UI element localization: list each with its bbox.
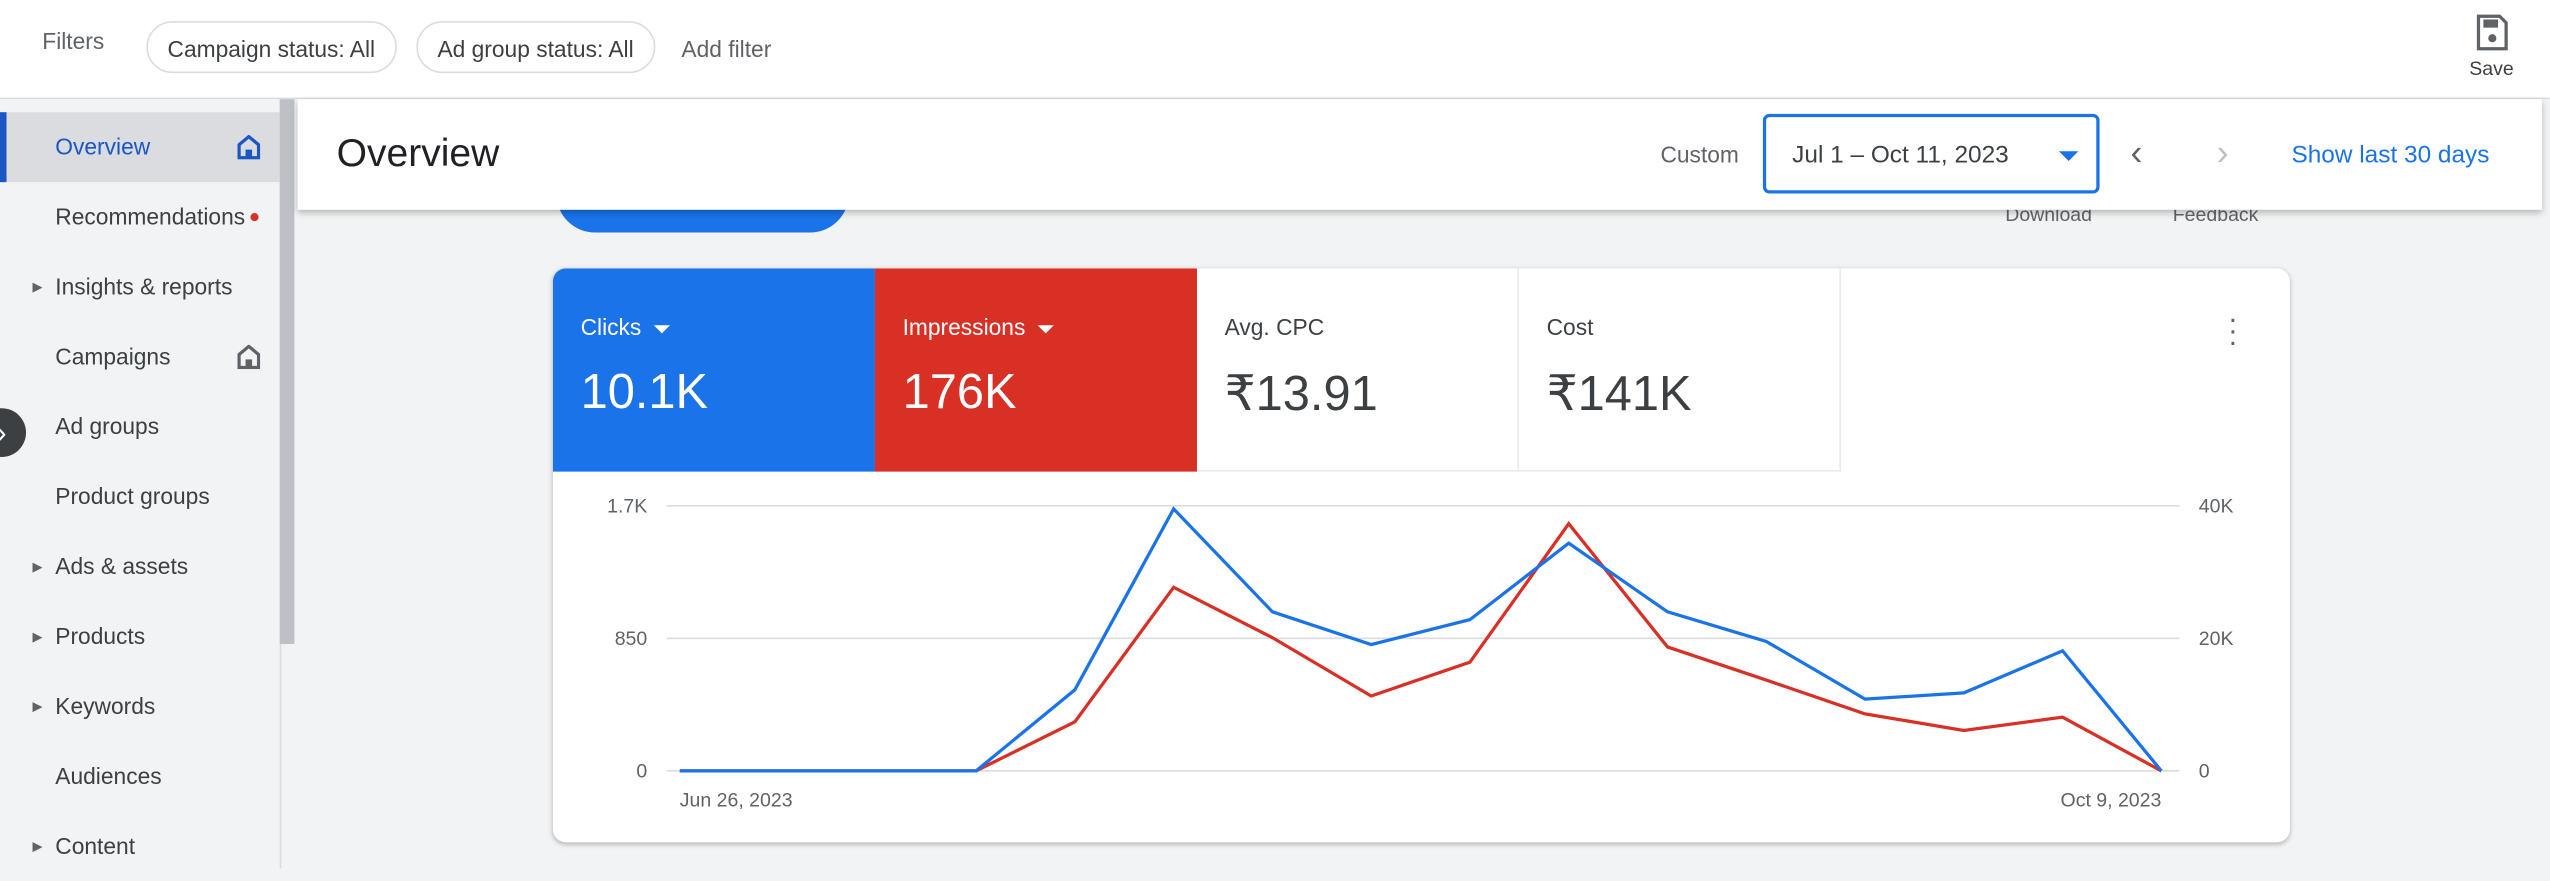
metric-value: ₹141K bbox=[1546, 367, 1692, 422]
sidebar-item-overview[interactable]: Overview bbox=[0, 112, 280, 183]
page-header: Overview Custom Jul 1 – Oct 11, 2023 ‹ ›… bbox=[297, 99, 2542, 210]
sidebar-item-campaigns[interactable]: Campaigns bbox=[0, 322, 280, 392]
metric-value: 10.1K bbox=[580, 365, 709, 420]
save-button[interactable]: Save bbox=[2456, 13, 2528, 80]
sidebar-nav: Overview Recommendations ▶ Insights & rep… bbox=[0, 99, 282, 869]
dropdown-arrow-icon bbox=[2058, 151, 2079, 162]
dropdown-arrow-icon bbox=[654, 324, 671, 334]
save-label: Save bbox=[2469, 56, 2514, 80]
sidebar-item-label: Product groups bbox=[55, 483, 210, 510]
sidebar-item-ad-groups[interactable]: Ad groups bbox=[0, 392, 280, 462]
previous-period-chevron-icon[interactable]: ‹ bbox=[2130, 131, 2143, 173]
performance-chart-card: Clicks 10.1K Impressions 176K Avg. CPC ₹13.… bbox=[552, 268, 2290, 843]
next-period-chevron-icon[interactable]: › bbox=[2216, 131, 2229, 173]
date-range-picker[interactable]: Jul 1 – Oct 11, 2023 bbox=[1762, 113, 2100, 194]
sidebar-item-product-groups[interactable]: Product groups bbox=[0, 462, 280, 532]
expand-caret-icon: ▶ bbox=[32, 279, 43, 295]
sidebar-item-label: Products bbox=[55, 622, 146, 649]
sidebar-item-keywords[interactable]: ▶ Keywords bbox=[0, 672, 280, 742]
sidebar-item-audiences[interactable]: Audiences bbox=[0, 742, 280, 812]
home-icon bbox=[237, 134, 261, 160]
metric-tile-clicks[interactable]: Clicks 10.1K bbox=[552, 268, 875, 472]
sidebar-item-insights-reports[interactable]: ▶ Insights & reports bbox=[0, 252, 280, 322]
sidebar-item-products[interactable]: ▶ Products bbox=[0, 602, 280, 672]
metric-tile-cost[interactable]: Cost ₹141K bbox=[1518, 268, 1841, 472]
metric-name: Impressions bbox=[902, 313, 1026, 340]
right-axis-tick-label: 40K bbox=[2199, 495, 2234, 517]
series-line-impressions bbox=[679, 520, 2163, 773]
sidebar-item-label: Ad groups bbox=[55, 413, 160, 440]
sidebar-item-label: Ads & assets bbox=[55, 552, 189, 579]
left-axis-tick-label: 1.7K bbox=[607, 495, 647, 517]
sidebar-item-ads-assets[interactable]: ▶ Ads & assets bbox=[0, 532, 280, 602]
home-icon bbox=[237, 344, 261, 370]
series-line-clicks bbox=[679, 506, 2163, 773]
sidebar-item-label: Insights & reports bbox=[55, 273, 233, 300]
metric-name: Avg. CPC bbox=[1224, 313, 1325, 340]
right-axis-tick-label: 20K bbox=[2199, 628, 2234, 650]
left-axis-tick-label: 0 bbox=[636, 760, 647, 782]
filter-bar: Filters Campaign status: All Ad group st… bbox=[0, 0, 2550, 100]
expand-caret-icon: ▶ bbox=[32, 559, 43, 575]
metric-name: Cost bbox=[1546, 313, 1594, 340]
add-filter-button[interactable]: Add filter bbox=[681, 35, 772, 62]
metric-name: Clicks bbox=[580, 313, 642, 340]
ad-group-status-filter-chip[interactable]: Ad group status: All bbox=[416, 21, 655, 74]
expand-caret-icon: ▶ bbox=[32, 839, 43, 854]
sidebar-item-content[interactable]: ▶ Content bbox=[0, 812, 280, 881]
filters-label: Filters bbox=[42, 27, 105, 54]
range-type-label: Custom bbox=[1660, 141, 1739, 168]
page-title: Overview bbox=[336, 131, 500, 176]
sidebar-item-recommendations[interactable]: Recommendations bbox=[0, 182, 280, 252]
left-axis-tick-label: 850 bbox=[615, 628, 648, 650]
sidebar-item-label: Audiences bbox=[55, 762, 162, 789]
date-range-value: Jul 1 – Oct 11, 2023 bbox=[1792, 141, 2009, 170]
sidebar-item-label: Overview bbox=[55, 133, 151, 160]
show-last-30-days-link[interactable]: Show last 30 days bbox=[2291, 141, 2490, 170]
sidebar-item-label: Campaigns bbox=[55, 343, 171, 370]
metric-tile-impressions[interactable]: Impressions 176K bbox=[874, 268, 1197, 472]
line-chart: 0 0 850 20K 1.7K 40K Jun 26, 2023 Oct 9, 2023 bbox=[607, 495, 2234, 812]
x-axis-tick-label: Jun 26, 2023 bbox=[680, 790, 793, 812]
expand-caret-icon: ▶ bbox=[32, 629, 43, 645]
campaign-status-filter-chip[interactable]: Campaign status: All bbox=[146, 21, 397, 74]
save-icon bbox=[2476, 14, 2508, 51]
more-options-icon[interactable]: · · · bbox=[2228, 302, 2238, 358]
sidebar-item-label: Recommendations bbox=[55, 203, 246, 230]
metric-value: ₹13.91 bbox=[1224, 367, 1378, 422]
expand-caret-icon: ▶ bbox=[32, 699, 43, 714]
x-axis-tick-label: Oct 9, 2023 bbox=[2061, 790, 2162, 812]
metric-tile-avg-cpc[interactable]: Avg. CPC ₹13.91 bbox=[1196, 268, 1519, 472]
sidebar-item-label: Keywords bbox=[55, 692, 156, 719]
sidebar-item-label: Content bbox=[55, 832, 136, 859]
dropdown-arrow-icon bbox=[1038, 324, 1055, 334]
metric-value: 176K bbox=[902, 365, 1017, 420]
notification-dot bbox=[250, 213, 259, 222]
sidebar-scrollbar[interactable] bbox=[279, 99, 295, 645]
right-axis-tick-label: 0 bbox=[2199, 760, 2210, 782]
